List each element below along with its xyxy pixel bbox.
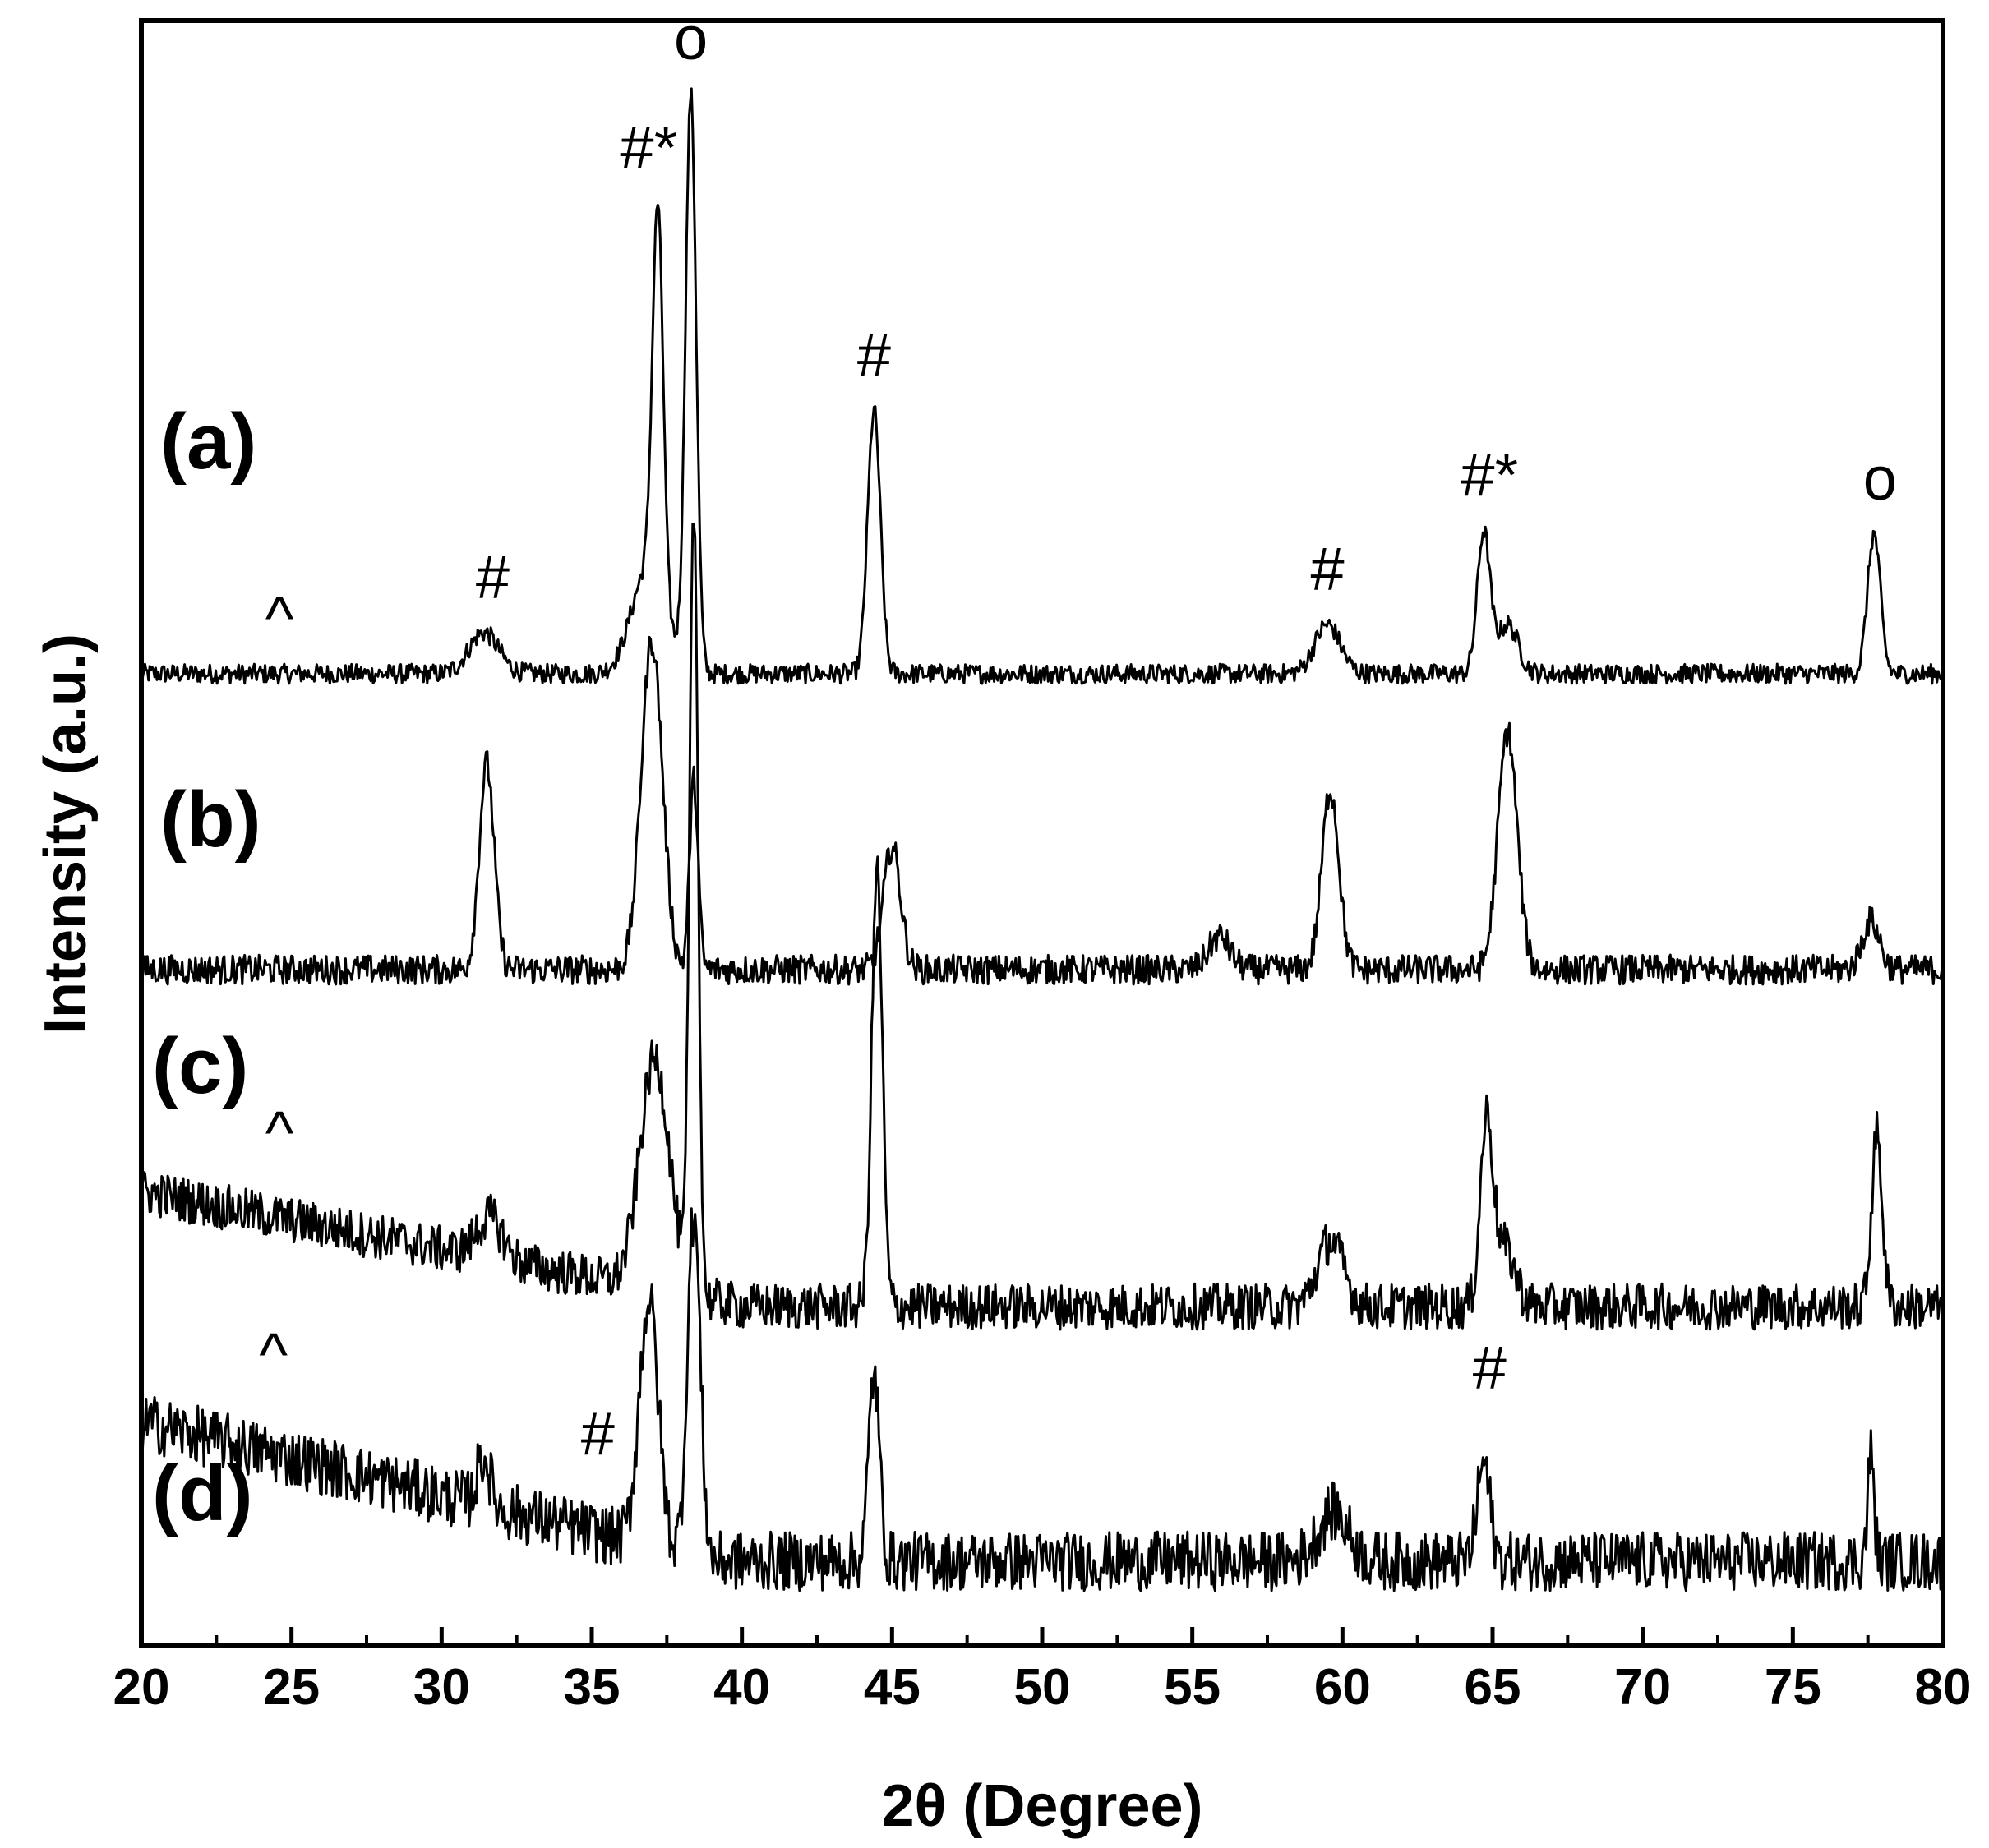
trace-label: (a): [160, 398, 256, 486]
trace-line: [140, 1207, 1945, 1592]
peak-marker: #*: [620, 113, 677, 182]
peak-marker: #*: [1461, 440, 1518, 509]
peak-marker: ^: [259, 1320, 288, 1389]
trace-line: [140, 87, 1944, 685]
x-tick-label: 65: [1465, 1659, 1521, 1716]
x-tick-label: 30: [413, 1659, 470, 1716]
trace-label: (d): [152, 1449, 253, 1537]
x-axis: 20 25 30 35 40 45 50 55 60 65 70 75 80: [113, 1627, 1972, 1716]
x-tick-label: 35: [564, 1659, 621, 1716]
peak-marker: ^: [265, 584, 294, 652]
trace-labels: (a) (b) (c) (d): [152, 398, 261, 1537]
x-tick-label: 20: [113, 1659, 170, 1716]
peak-marker: ^: [265, 1099, 294, 1167]
peak-marker: #: [1473, 1334, 1507, 1402]
y-axis-title: Intensity (a.u.): [33, 634, 99, 1035]
plot-frame: [139, 18, 1945, 1648]
peak-marker: #: [857, 321, 891, 389]
traces: [140, 87, 1945, 1592]
x-tick-label: 60: [1314, 1659, 1371, 1716]
x-tick-label: 80: [1915, 1659, 1972, 1716]
trace-label: (c): [152, 1022, 248, 1110]
peak-marker: #: [476, 543, 510, 611]
trace-line: [140, 635, 1945, 986]
x-tick-label: 75: [1765, 1659, 1821, 1716]
peak-marker: o: [674, 4, 708, 72]
x-tick-label: 45: [864, 1659, 921, 1716]
x-tick-label: 50: [1014, 1659, 1071, 1716]
x-tick-label: 40: [713, 1659, 770, 1716]
peak-marker: #: [1311, 535, 1345, 603]
x-tick-label: 25: [263, 1659, 320, 1716]
trace-line: [140, 523, 1945, 1331]
trace-label: (b): [160, 776, 261, 864]
peak-markers: ^ # #* o # # #* o ^ ^ # #: [259, 4, 1897, 1468]
x-tick-label: 70: [1614, 1659, 1671, 1716]
peak-marker: o: [1863, 445, 1897, 513]
x-axis-title: 2θ (Degree): [881, 1773, 1202, 1839]
x-tick-label: 55: [1164, 1659, 1221, 1716]
peak-marker: #: [581, 1400, 615, 1468]
